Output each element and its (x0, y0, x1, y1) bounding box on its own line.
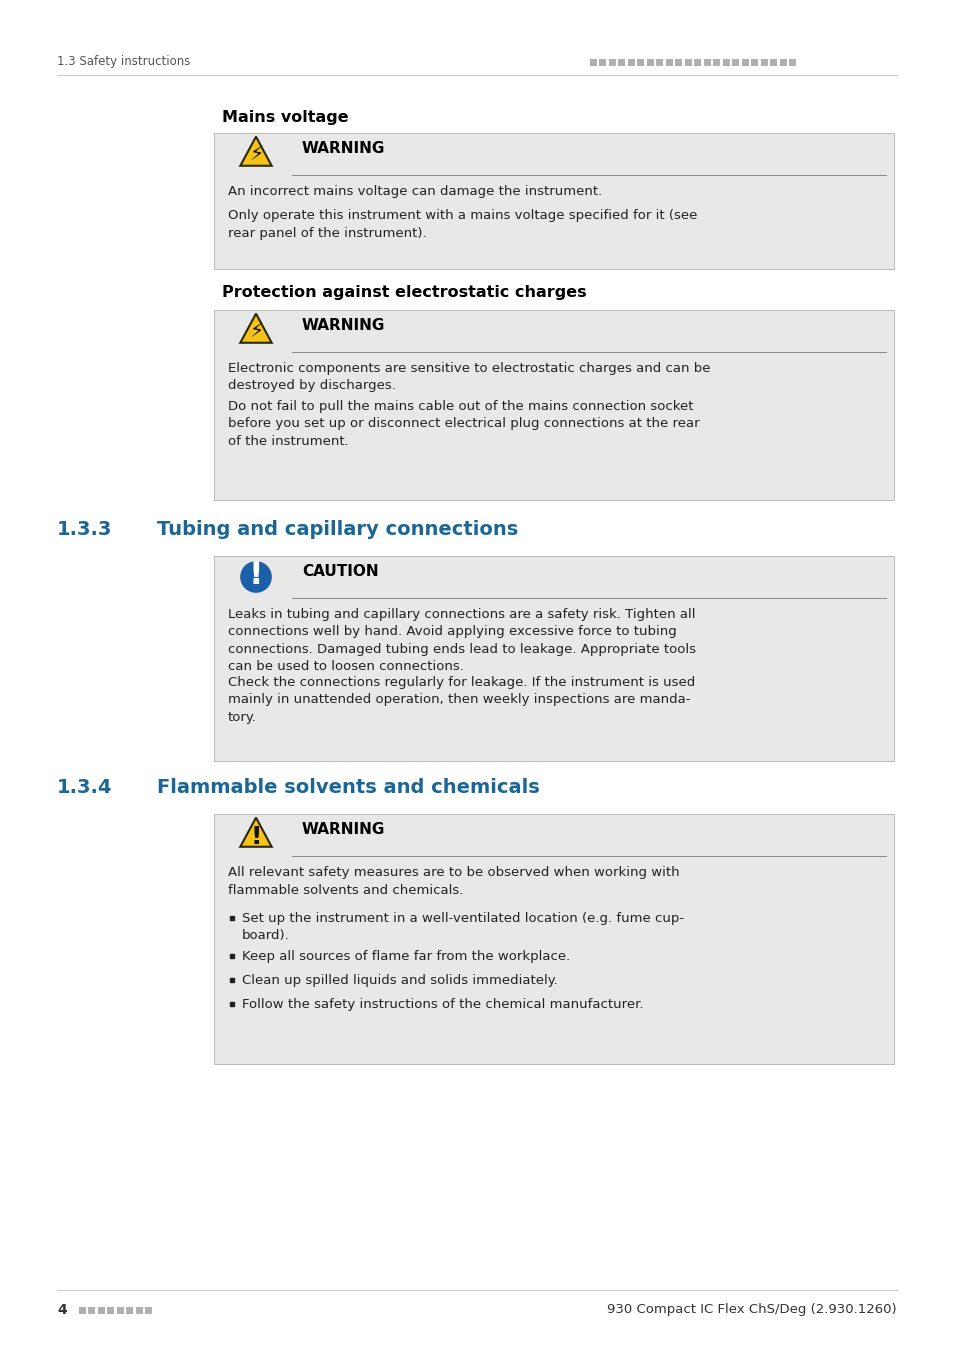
FancyBboxPatch shape (780, 58, 786, 66)
Text: WARNING: WARNING (302, 822, 385, 837)
FancyBboxPatch shape (675, 58, 681, 66)
Circle shape (240, 562, 271, 593)
Text: Electronic components are sensitive to electrostatic charges and can be
destroye: Electronic components are sensitive to e… (228, 362, 710, 393)
FancyBboxPatch shape (665, 58, 672, 66)
FancyBboxPatch shape (146, 1307, 152, 1314)
FancyBboxPatch shape (213, 814, 893, 1064)
Text: Set up the instrument in a well-ventilated location (e.g. fume cup-
board).: Set up the instrument in a well-ventilat… (242, 913, 683, 942)
Text: ⚡: ⚡ (249, 144, 263, 165)
FancyBboxPatch shape (713, 58, 720, 66)
Text: 930 Compact IC Flex ChS/Deg (2.930.1260): 930 Compact IC Flex ChS/Deg (2.930.1260) (607, 1304, 896, 1316)
FancyBboxPatch shape (136, 1307, 143, 1314)
Polygon shape (240, 313, 272, 343)
FancyBboxPatch shape (79, 1307, 86, 1314)
FancyBboxPatch shape (637, 58, 644, 66)
FancyBboxPatch shape (598, 58, 606, 66)
Polygon shape (240, 136, 272, 166)
FancyBboxPatch shape (722, 58, 729, 66)
FancyBboxPatch shape (684, 58, 691, 66)
Text: Follow the safety instructions of the chemical manufacturer.: Follow the safety instructions of the ch… (242, 998, 643, 1011)
FancyBboxPatch shape (741, 58, 748, 66)
FancyBboxPatch shape (608, 58, 616, 66)
Text: Keep all sources of flame far from the workplace.: Keep all sources of flame far from the w… (242, 950, 570, 963)
Text: Leaks in tubing and capillary connections are a safety risk. Tighten all
connect: Leaks in tubing and capillary connection… (228, 608, 696, 674)
Text: Mains voltage: Mains voltage (222, 109, 348, 126)
Text: Protection against electrostatic charges: Protection against electrostatic charges (222, 285, 586, 300)
Text: !: ! (249, 560, 263, 591)
Text: An incorrect mains voltage can damage the instrument.: An incorrect mains voltage can damage th… (228, 185, 601, 198)
Text: Clean up spilled liquids and solids immediately.: Clean up spilled liquids and solids imme… (242, 973, 558, 987)
FancyBboxPatch shape (127, 1307, 133, 1314)
FancyBboxPatch shape (108, 1307, 114, 1314)
FancyBboxPatch shape (213, 134, 893, 269)
Text: ⚡: ⚡ (249, 323, 263, 342)
FancyBboxPatch shape (732, 58, 739, 66)
FancyBboxPatch shape (770, 58, 777, 66)
Text: WARNING: WARNING (302, 319, 385, 333)
FancyBboxPatch shape (646, 58, 654, 66)
FancyBboxPatch shape (760, 58, 767, 66)
FancyBboxPatch shape (618, 58, 625, 66)
FancyBboxPatch shape (627, 58, 635, 66)
FancyBboxPatch shape (98, 1307, 105, 1314)
Text: CAUTION: CAUTION (302, 564, 378, 579)
FancyBboxPatch shape (117, 1307, 124, 1314)
Text: Do not fail to pull the mains cable out of the mains connection socket
before yo: Do not fail to pull the mains cable out … (228, 400, 699, 448)
Text: !: ! (250, 825, 261, 849)
Text: Tubing and capillary connections: Tubing and capillary connections (157, 520, 517, 539)
Text: Check the connections regularly for leakage. If the instrument is used
mainly in: Check the connections regularly for leak… (228, 676, 695, 724)
FancyBboxPatch shape (751, 58, 758, 66)
Text: 1.3.4: 1.3.4 (57, 778, 112, 796)
Text: 1.3.3: 1.3.3 (57, 520, 112, 539)
FancyBboxPatch shape (213, 556, 893, 761)
Text: 1.3 Safety instructions: 1.3 Safety instructions (57, 55, 191, 69)
Text: Only operate this instrument with a mains voltage specified for it (see
rear pan: Only operate this instrument with a main… (228, 209, 697, 239)
FancyBboxPatch shape (703, 58, 710, 66)
FancyBboxPatch shape (213, 310, 893, 500)
FancyBboxPatch shape (589, 58, 597, 66)
FancyBboxPatch shape (656, 58, 662, 66)
FancyBboxPatch shape (89, 1307, 95, 1314)
Text: Flammable solvents and chemicals: Flammable solvents and chemicals (157, 778, 539, 796)
Text: WARNING: WARNING (302, 140, 385, 157)
FancyBboxPatch shape (789, 58, 796, 66)
Text: 4: 4 (57, 1303, 67, 1318)
Text: All relevant safety measures are to be observed when working with
flammable solv: All relevant safety measures are to be o… (228, 865, 679, 896)
FancyBboxPatch shape (694, 58, 700, 66)
Polygon shape (240, 818, 272, 846)
